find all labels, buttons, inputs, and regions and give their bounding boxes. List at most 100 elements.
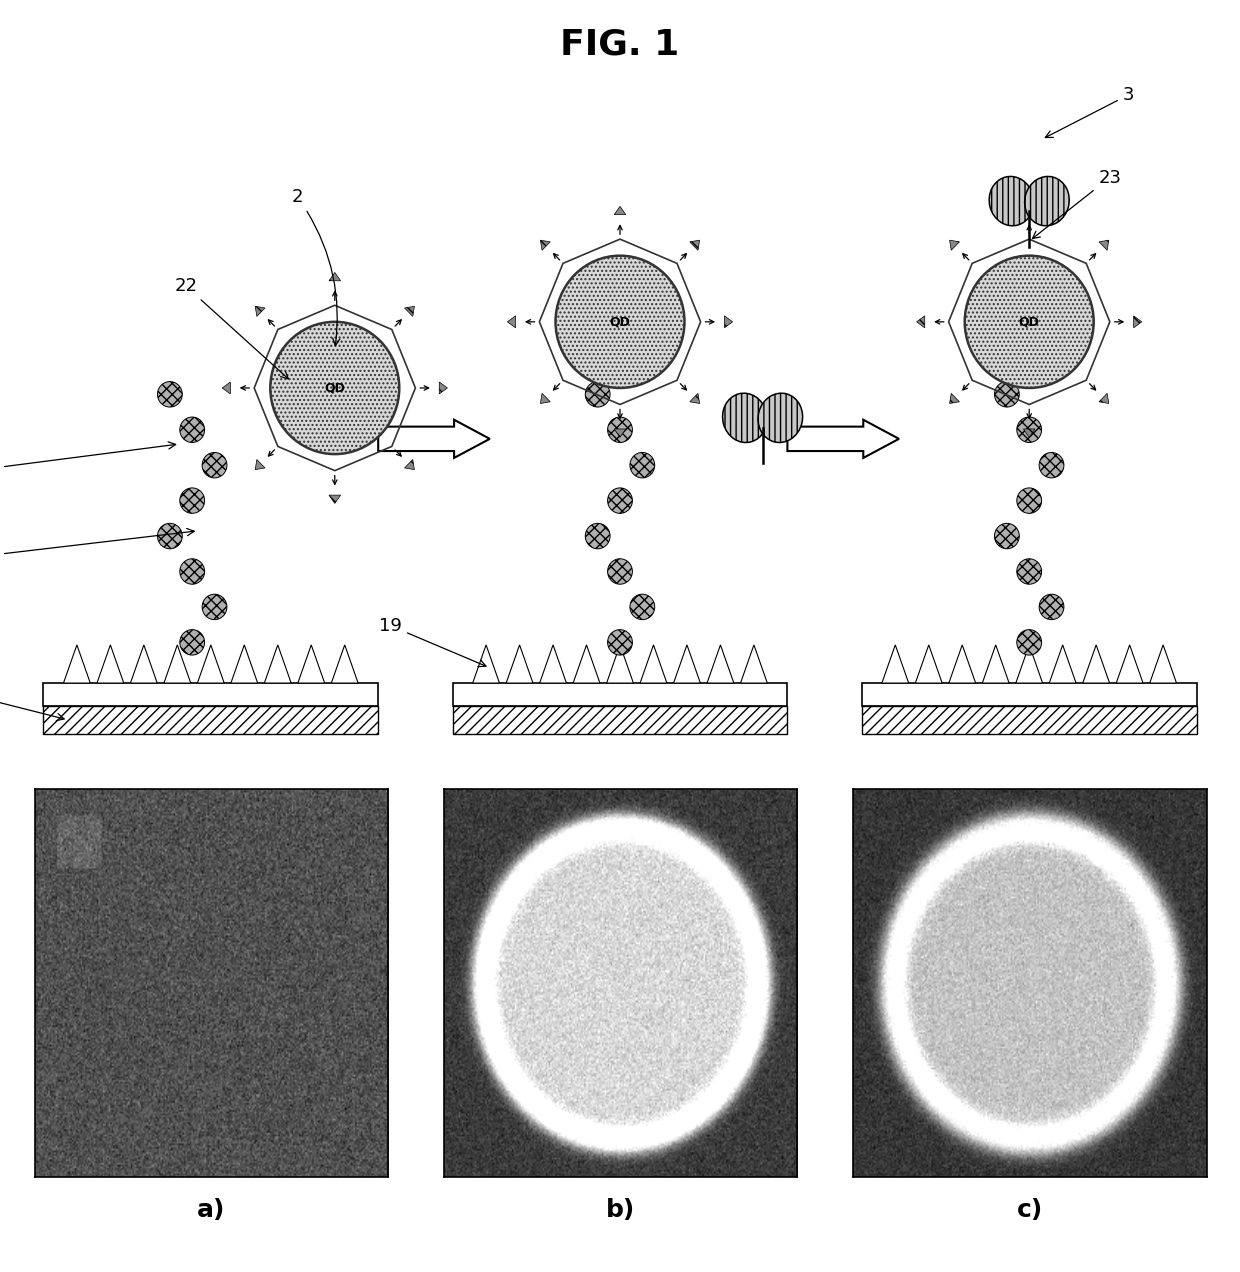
Circle shape [1039, 594, 1064, 619]
Bar [43, 706, 378, 734]
Polygon shape [506, 645, 533, 683]
Circle shape [585, 523, 610, 548]
Bar [862, 683, 1197, 706]
Polygon shape [541, 240, 551, 251]
Circle shape [965, 256, 1094, 388]
Text: 3: 3 [1045, 86, 1135, 137]
Polygon shape [950, 393, 960, 403]
Polygon shape [264, 645, 291, 683]
Polygon shape [507, 315, 516, 328]
Circle shape [1017, 488, 1042, 514]
Circle shape [180, 630, 205, 655]
Polygon shape [614, 429, 626, 438]
Polygon shape [164, 645, 191, 683]
Ellipse shape [723, 393, 768, 443]
Polygon shape [331, 645, 358, 683]
Polygon shape [404, 459, 414, 469]
Ellipse shape [1024, 177, 1069, 225]
Text: a): a) [197, 1198, 226, 1221]
Polygon shape [1023, 206, 1035, 215]
Bar [453, 706, 787, 734]
Circle shape [180, 417, 205, 443]
Circle shape [608, 558, 632, 584]
Polygon shape [231, 645, 258, 683]
Polygon shape [689, 240, 699, 251]
Circle shape [994, 382, 1019, 407]
Polygon shape [707, 645, 734, 683]
Polygon shape [255, 459, 265, 469]
Text: 23: 23 [1033, 169, 1121, 239]
Polygon shape [673, 645, 701, 683]
Circle shape [1017, 558, 1042, 584]
Polygon shape [787, 420, 899, 458]
Polygon shape [949, 645, 976, 683]
Text: 21: 21 [0, 441, 176, 478]
Polygon shape [130, 645, 157, 683]
Polygon shape [63, 645, 91, 683]
Text: FIG. 1: FIG. 1 [560, 28, 680, 61]
Circle shape [202, 453, 227, 478]
Circle shape [270, 322, 399, 454]
Circle shape [630, 594, 655, 619]
Polygon shape [982, 645, 1009, 683]
Polygon shape [1099, 393, 1109, 403]
Polygon shape [1083, 645, 1110, 683]
Circle shape [180, 488, 205, 514]
Ellipse shape [990, 177, 1034, 225]
Polygon shape [541, 393, 551, 403]
Text: QD: QD [610, 315, 630, 328]
Text: 1: 1 [0, 684, 64, 721]
Polygon shape [916, 315, 925, 328]
Polygon shape [378, 420, 490, 458]
Polygon shape [1133, 315, 1142, 328]
Text: b): b) [606, 1198, 635, 1221]
Polygon shape [724, 315, 733, 328]
Circle shape [608, 488, 632, 514]
Polygon shape [689, 393, 699, 403]
Polygon shape [439, 382, 448, 394]
Circle shape [608, 417, 632, 443]
Polygon shape [882, 645, 909, 683]
Circle shape [630, 453, 655, 478]
Polygon shape [404, 307, 414, 317]
Polygon shape [255, 307, 265, 317]
Circle shape [585, 382, 610, 407]
Text: 22: 22 [175, 277, 289, 379]
Circle shape [1017, 417, 1042, 443]
Polygon shape [329, 272, 341, 281]
Polygon shape [614, 206, 626, 215]
Circle shape [202, 594, 227, 619]
Polygon shape [640, 645, 667, 683]
Ellipse shape [758, 393, 802, 443]
Polygon shape [472, 645, 500, 683]
Text: c): c) [1017, 1198, 1043, 1221]
Polygon shape [197, 645, 224, 683]
Circle shape [157, 523, 182, 548]
Bar [453, 683, 787, 706]
Polygon shape [606, 645, 634, 683]
Polygon shape [298, 645, 325, 683]
Polygon shape [1099, 240, 1109, 251]
Polygon shape [1023, 429, 1035, 438]
Text: 20: 20 [0, 528, 195, 565]
Polygon shape [1116, 645, 1143, 683]
Polygon shape [1016, 645, 1043, 683]
Polygon shape [740, 645, 768, 683]
Polygon shape [1049, 645, 1076, 683]
Circle shape [1039, 453, 1064, 478]
Text: 19: 19 [379, 617, 486, 667]
Bar [862, 706, 1197, 734]
Polygon shape [915, 645, 942, 683]
Circle shape [556, 256, 684, 388]
Polygon shape [222, 382, 231, 394]
Circle shape [608, 630, 632, 655]
Polygon shape [97, 645, 124, 683]
Circle shape [180, 558, 205, 584]
Polygon shape [573, 645, 600, 683]
Circle shape [1017, 630, 1042, 655]
Text: 2: 2 [291, 188, 340, 346]
Circle shape [157, 382, 182, 407]
Text: QD: QD [325, 382, 345, 394]
Text: QD: QD [1019, 315, 1039, 328]
Polygon shape [329, 495, 341, 504]
